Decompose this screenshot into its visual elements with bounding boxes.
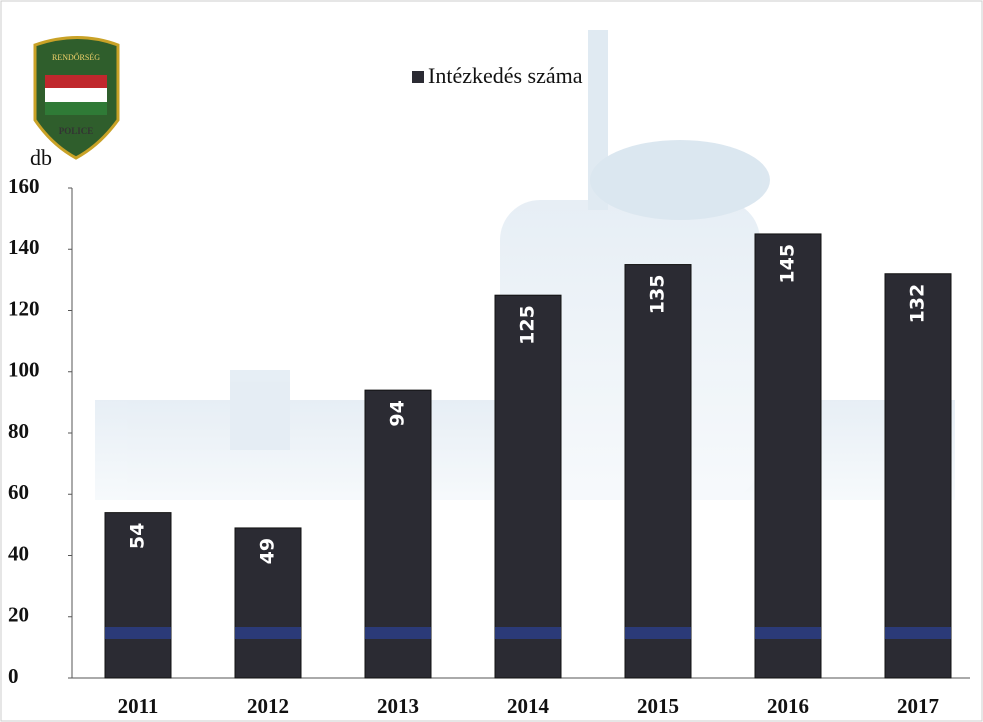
y-tick-label: 100 <box>8 358 40 382</box>
y-tick-label: 120 <box>8 296 40 320</box>
bar <box>234 527 302 679</box>
y-tick-label: 0 <box>8 664 19 688</box>
logo: RENDŐRSÉG POLICE <box>33 36 120 160</box>
legend-label: Intézkedés száma <box>428 63 583 88</box>
x-tick-label: 2017 <box>897 694 939 718</box>
x-tick-label: 2014 <box>507 694 550 718</box>
y-tick-label: 80 <box>8 419 29 443</box>
data-label: 132 <box>907 284 929 324</box>
bar <box>104 512 172 679</box>
x-tick-label: 2013 <box>377 694 419 718</box>
bar <box>884 273 952 679</box>
data-label: 145 <box>777 244 799 284</box>
bar-stripe <box>755 627 821 639</box>
bar <box>494 294 562 679</box>
bar-stripe <box>365 627 431 639</box>
bar-stripe <box>235 627 301 639</box>
y-tick-label: 40 <box>8 541 29 565</box>
data-label: 49 <box>257 538 279 564</box>
bar <box>754 233 822 679</box>
data-label: 94 <box>387 400 409 426</box>
y-tick-label: 20 <box>8 603 29 627</box>
y-tick-label: 160 <box>8 174 40 198</box>
logo-text: RENDŐRSÉG <box>52 52 100 62</box>
legend-swatch <box>412 71 424 83</box>
data-label: 135 <box>647 275 669 315</box>
y-tick-label: 60 <box>8 480 29 504</box>
data-label: 54 <box>127 523 149 549</box>
bar-stripe <box>885 627 951 639</box>
bar-stripe <box>625 627 691 639</box>
x-tick-label: 2012 <box>247 694 289 718</box>
x-tick-label: 2015 <box>637 694 679 718</box>
x-tick-label: 2011 <box>118 694 159 718</box>
logo-text: POLICE <box>59 126 94 136</box>
bar <box>624 264 692 679</box>
x-tick-label: 2016 <box>767 694 809 718</box>
bar-stripe <box>495 627 561 639</box>
y-axis-label: db <box>30 145 52 170</box>
data-label: 125 <box>517 305 539 345</box>
bar-stripe <box>105 627 171 639</box>
y-tick-label: 140 <box>8 235 40 259</box>
